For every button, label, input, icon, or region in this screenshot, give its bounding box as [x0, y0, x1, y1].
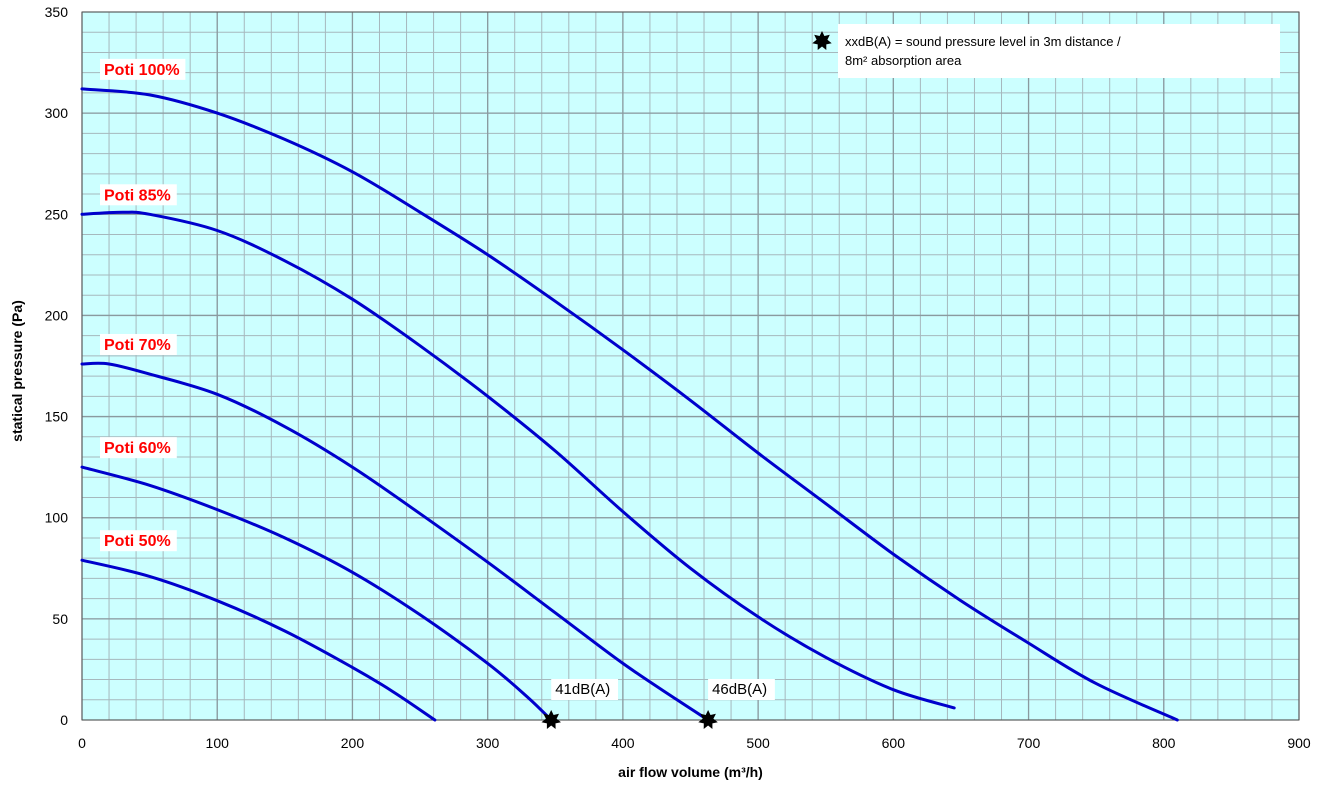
x-tick-label: 100: [206, 735, 230, 751]
x-tick-label: 300: [476, 735, 500, 751]
x-tick-label: 500: [746, 735, 770, 751]
y-axis-title: statical pressure (Pa): [9, 300, 25, 442]
marker-label: 41dB(A): [555, 681, 610, 698]
series-curve: [80, 210, 956, 710]
y-tick-label: 350: [45, 4, 69, 20]
legend: xxdB(A) = sound pressure level in 3m dis…: [812, 24, 1280, 78]
series-curves: [80, 87, 1179, 722]
y-tick-label: 100: [45, 510, 69, 526]
series-label: Poti 60%: [104, 440, 171, 457]
y-tick-label: 200: [45, 307, 69, 323]
x-axis-title: air flow volume (m³/h): [618, 764, 763, 780]
x-tick-label: 0: [78, 735, 86, 751]
series-label: Poti 70%: [104, 337, 171, 354]
y-axis-ticks: 0 50 100 150 200 250 300 350: [45, 4, 69, 728]
series-curve: [80, 465, 553, 722]
series-label-bg: [100, 184, 177, 206]
legend-text-line2: 8m² absorption area: [845, 53, 962, 68]
series-label-bg: [100, 530, 177, 552]
star-marker-icon: [698, 710, 718, 729]
marker-label-bg: [708, 679, 775, 700]
y-tick-label: 150: [45, 409, 69, 425]
series-label-bg: [100, 333, 177, 355]
y-tick-label: 0: [60, 712, 68, 728]
x-tick-label: 700: [1017, 735, 1041, 751]
series-label: Poti 85%: [104, 187, 171, 204]
plot-frame: [81, 11, 1300, 721]
legend-text-line1: xxdB(A) = sound pressure level in 3m dis…: [845, 34, 1121, 49]
y-tick-label: 300: [45, 105, 69, 121]
series-curve: [80, 361, 710, 722]
x-tick-label: 800: [1152, 735, 1176, 751]
series-label-bg: [100, 58, 186, 80]
plot-area: [82, 12, 1299, 720]
series-label-bg: [100, 437, 177, 459]
x-tick-label: 400: [611, 735, 635, 751]
legend-box: [838, 24, 1280, 78]
marker-label-bg: [551, 679, 619, 700]
series-curve: [80, 87, 1179, 722]
x-tick-label: 200: [341, 735, 365, 751]
y-tick-label: 50: [52, 611, 68, 627]
x-axis-ticks: 0 100 200 300 400 500 600 700 800 900: [78, 735, 1311, 751]
series-label: Poti 100%: [104, 62, 180, 79]
series-label: Poti 50%: [104, 533, 171, 550]
legend-star-icon: [812, 31, 832, 50]
star-marker-icon: [541, 710, 561, 729]
x-tick-label: 900: [1287, 735, 1311, 751]
y-tick-label: 250: [45, 206, 69, 222]
x-tick-label: 600: [882, 735, 906, 751]
sound-level-markers: 41dB(A) 46dB(A): [541, 679, 775, 729]
series-curve: [80, 558, 437, 722]
series-labels: Poti 100% Poti 85% Poti 70% Poti 60% Poti 50…: [100, 58, 186, 552]
marker-label: 46dB(A): [712, 681, 767, 698]
